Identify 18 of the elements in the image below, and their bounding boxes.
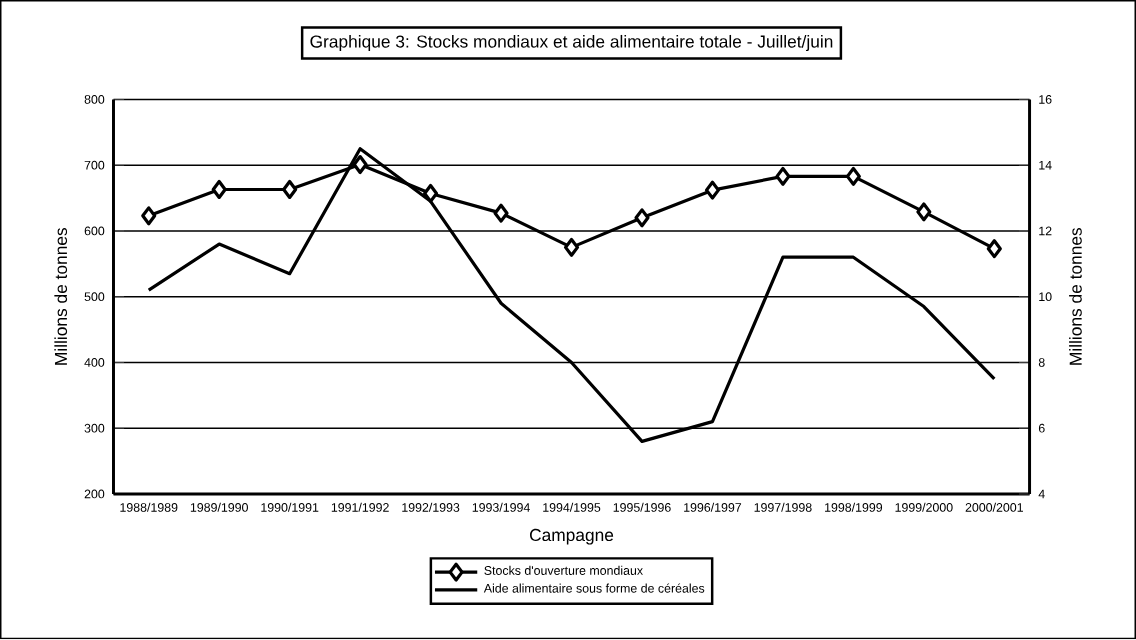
point bbox=[634, 208, 650, 228]
point bbox=[352, 155, 368, 175]
point bbox=[704, 181, 721, 201]
y2-axis-title: Millions de tonnes bbox=[1069, 228, 1082, 366]
point bbox=[493, 204, 509, 224]
point bbox=[423, 184, 439, 204]
point bbox=[845, 167, 861, 187]
chart-title: Graphique 3: Stocks mondiaux et aide alimentaire totale - Juillet/juin bbox=[310, 35, 833, 52]
point bbox=[282, 180, 298, 200]
line-series bbox=[147, 147, 996, 444]
point bbox=[916, 202, 932, 222]
y-axis-title: Millions de tonnes bbox=[54, 228, 68, 366]
point bbox=[211, 180, 227, 200]
point bbox=[775, 167, 791, 187]
point bbox=[563, 238, 580, 258]
point bbox=[141, 206, 157, 226]
point bbox=[986, 239, 1002, 259]
x-axis-title: Campagne bbox=[530, 529, 614, 545]
